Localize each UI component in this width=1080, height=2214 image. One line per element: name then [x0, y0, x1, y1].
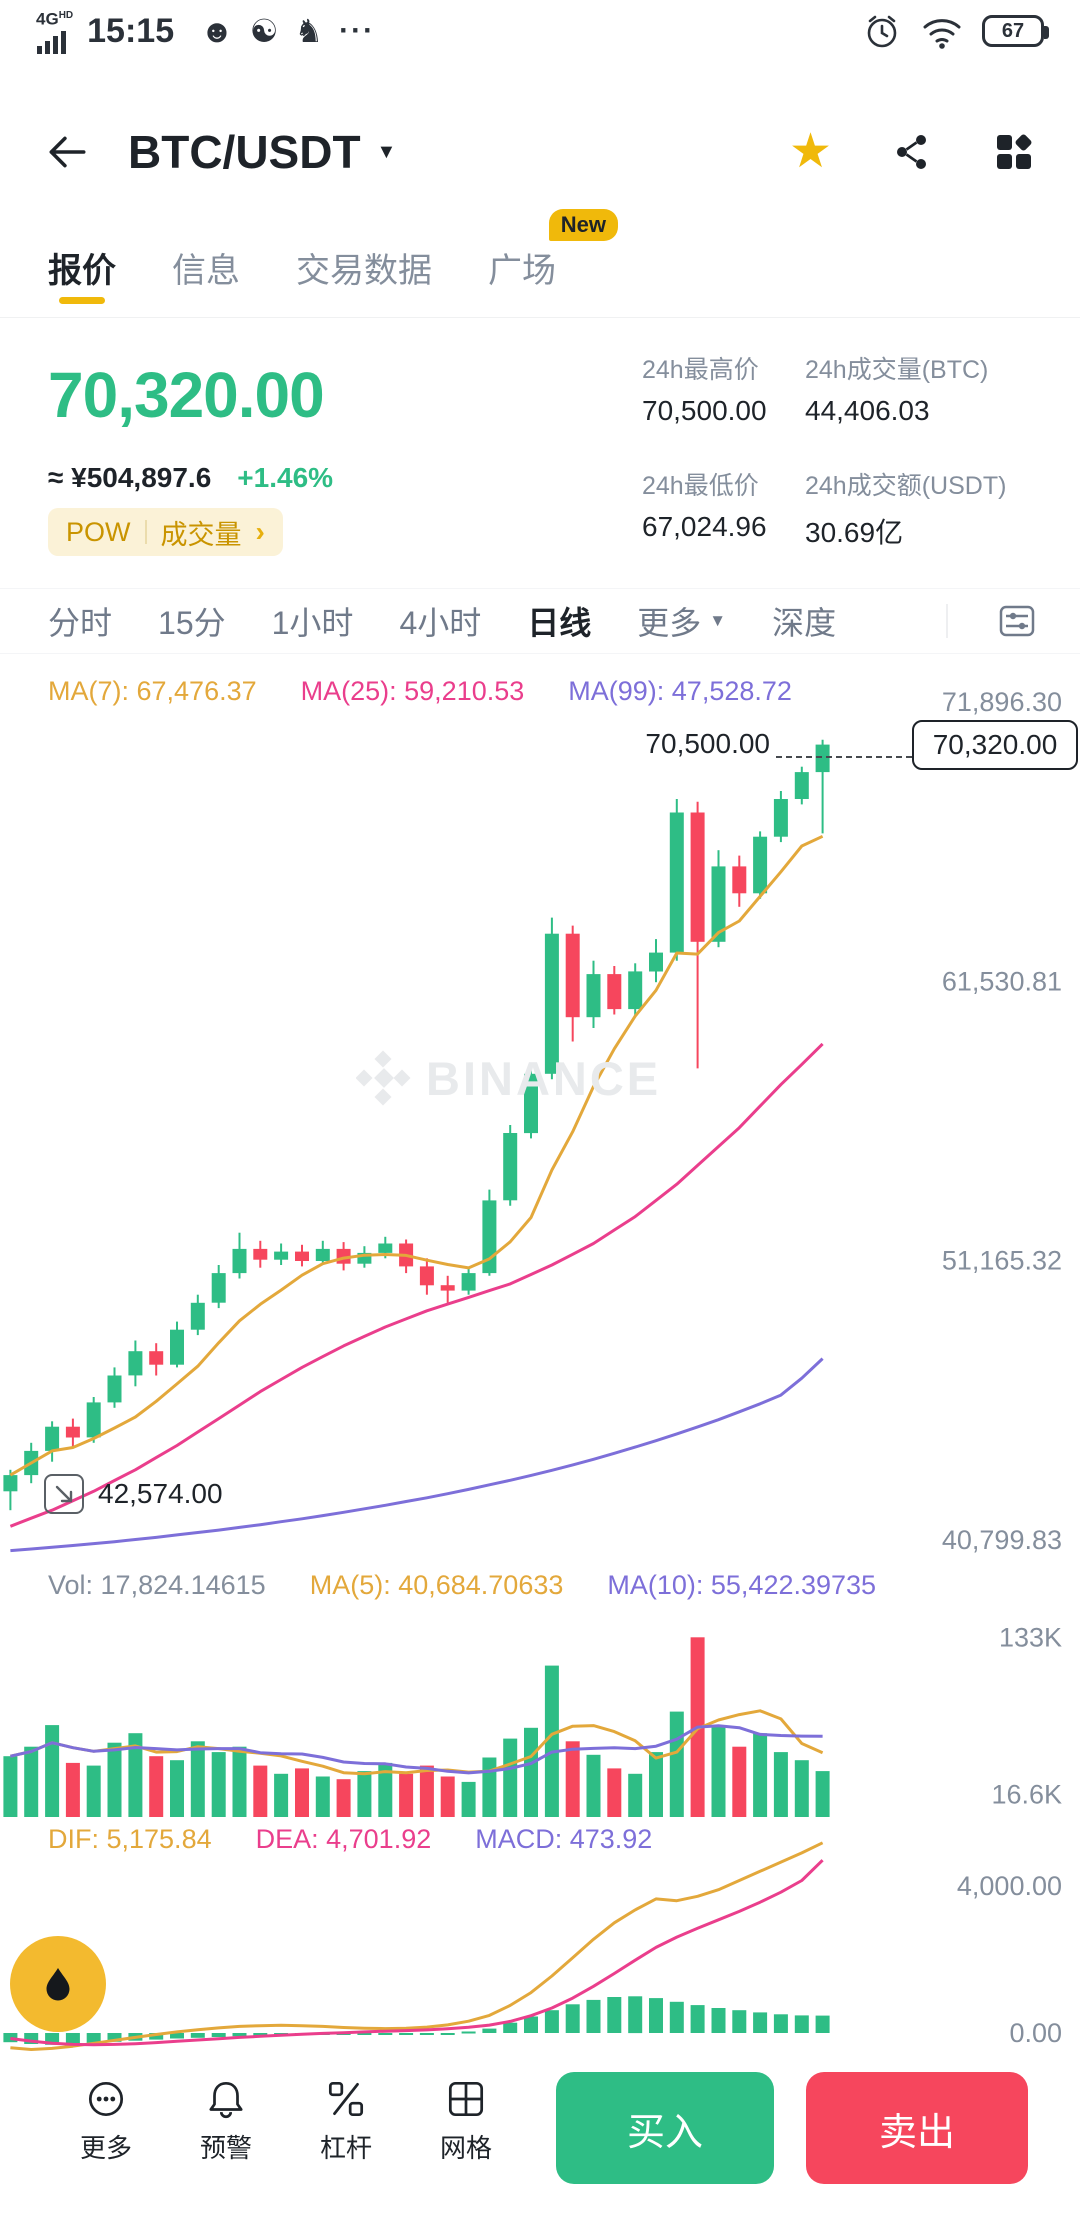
day-high-annotation: 70,500.00 [645, 728, 770, 759]
battery-indicator: 67 [982, 15, 1049, 47]
ma99-label: MA(99): 47,528.72 [568, 676, 792, 706]
svg-text:61,530.81: 61,530.81 [942, 966, 1062, 996]
dea-label: DEA: 4,701.92 [255, 1824, 432, 1854]
binance-watermark: BINANCE [356, 1050, 661, 1106]
price-sub-row: ≈ ¥504,897.6 +1.46% [48, 462, 333, 494]
chevron-down-icon: ▼ [709, 611, 727, 630]
notification-overflow-icon: ··· [339, 14, 376, 47]
droplet-fab[interactable] [10, 1936, 106, 2032]
sell-button[interactable]: 卖出 [806, 2072, 1028, 2184]
svg-text:40,799.83: 40,799.83 [942, 1525, 1062, 1555]
volume-tag-label: 成交量 [160, 519, 242, 550]
tf-minute[interactable]: 分时 [48, 605, 113, 641]
droplet-icon [46, 1968, 70, 2001]
signal-bars-icon [37, 30, 66, 54]
tf-1h[interactable]: 1小时 [271, 605, 354, 641]
ma7-label: MA(7): 67,476.37 [48, 676, 257, 706]
dif-label: DIF: 5,175.84 [48, 1824, 212, 1854]
macd-label: MACD: 473.92 [475, 1824, 653, 1854]
nav-alert[interactable]: 预警 [166, 2076, 286, 2165]
ma-indicator-labels: MA(7): 67,476.37 MA(25): 59,210.53 MA(99… [48, 676, 792, 707]
nav-more[interactable]: 更多 [46, 2076, 166, 2165]
ma25-label: MA(25): 59,210.53 [300, 676, 525, 706]
stat-24h-high: 24h最高价 70,500.00 [642, 356, 767, 426]
tab-quote[interactable]: 报价 [48, 243, 116, 292]
pair-selector[interactable]: BTC/USDT ▼ [128, 125, 396, 179]
pair-title: BTC/USDT [128, 126, 361, 178]
vol-ma5-label: MA(5): 40,684.70633 [309, 1570, 564, 1600]
bottom-action-bar: 更多 预警 杠杆 网格 买入 卖出 [0, 2062, 1080, 2214]
notification-app-icon-3: ♞ [294, 13, 324, 49]
vol-label: Vol: 17,824.14615 [48, 1570, 266, 1600]
grid-trading-icon [448, 2081, 484, 2117]
bell-icon [209, 2081, 243, 2119]
svg-text:71,896.30: 71,896.30 [942, 687, 1062, 717]
cellular-signal-icon: 4GHD [36, 8, 73, 54]
stat-24h-low: 24h最低价 67,024.96 [642, 472, 767, 542]
svg-text:0.00: 0.00 [1009, 2018, 1062, 2048]
notification-app-icon-1: ☻ [200, 13, 234, 49]
nav-leverage[interactable]: 杠杆 [286, 2076, 406, 2165]
buy-button[interactable]: 买入 [556, 2072, 774, 2184]
svg-text:4,000.00: 4,000.00 [957, 1871, 1062, 1901]
tf-depth[interactable]: 深度 [772, 605, 837, 641]
current-price-dashed-line [776, 756, 912, 758]
back-button[interactable] [44, 129, 90, 175]
tabs-divider [0, 317, 1080, 318]
watermark-text: BINANCE [426, 1051, 662, 1105]
tab-square[interactable]: 广场 New [488, 208, 618, 292]
stat-24h-volume-btc: 24h成交量(BTC) 44,406.03 [805, 356, 989, 426]
tf-15m[interactable]: 15分 [158, 605, 226, 641]
timeframe-row: 分时 15分 1小时 4小时 日线 更多 ▼ 深度 [0, 588, 1080, 654]
vol-ma10-label: MA(10): 55,422.39735 [607, 1570, 877, 1600]
markets-grid-icon[interactable] [992, 130, 1036, 174]
tf-more-label: 更多 [637, 605, 702, 641]
indicator-settings-icon[interactable] [994, 599, 1040, 643]
change-percent: +1.46% [237, 462, 334, 493]
alarm-clock-icon [867, 15, 897, 48]
back-arrow-icon [49, 136, 86, 168]
current-price-box: 70,320.00 [912, 720, 1078, 770]
svg-text:51,165.32: 51,165.32 [942, 1246, 1062, 1276]
svg-text:133K: 133K [999, 1622, 1062, 1652]
low-price-marker: 42,574.00 [44, 1474, 223, 1514]
header: BTC/USDT ▼ ★ [0, 106, 1080, 198]
tab-info[interactable]: 信息 [172, 251, 240, 290]
leverage-percent-icon [328, 2081, 364, 2117]
share-icon[interactable] [890, 130, 934, 174]
more-circle-icon [88, 2081, 124, 2117]
last-price: 70,320.00 [48, 359, 325, 431]
macd-indicator-labels: DIF: 5,175.84 DEA: 4,701.92 MACD: 473.92 [48, 1824, 652, 1855]
pair-dropdown-icon: ▼ [376, 140, 397, 163]
tag-divider [144, 520, 147, 544]
new-badge: New [548, 208, 618, 241]
svg-text:16.6K: 16.6K [991, 1780, 1062, 1810]
low-price-label: 42,574.00 [98, 1478, 223, 1509]
tf-more-dropdown[interactable]: 更多 ▼ [637, 598, 726, 644]
fiat-value: ≈ ¥504,897.6 [48, 462, 212, 493]
toolbar-divider [946, 604, 948, 638]
chevron-right-icon: › [255, 516, 265, 547]
page-tabs: 报价 信息 交易数据 广场 New [48, 208, 618, 302]
pow-label: POW [66, 516, 131, 547]
wifi-icon [923, 19, 961, 49]
tf-1d[interactable]: 日线 [527, 605, 592, 641]
status-bar: 4GHD 15:15 ☻ ☯ ♞ ··· 67 [0, 0, 1080, 62]
scale-reset-icon[interactable] [44, 1474, 84, 1514]
tab-square-label: 广场 [488, 251, 556, 290]
favorite-star-icon[interactable]: ★ [788, 125, 832, 178]
tf-4h[interactable]: 4小时 [399, 605, 482, 641]
tab-trading-data[interactable]: 交易数据 [296, 251, 432, 290]
volume-indicator-labels: Vol: 17,824.14615 MA(5): 40,684.70633 MA… [48, 1570, 876, 1601]
stat-24h-turnover-usdt: 24h成交额(USDT) 30.69亿 [805, 472, 1007, 548]
pow-volume-tag[interactable]: POW 成交量 › [48, 508, 283, 556]
candlestick-chart[interactable]: 71,896.30 61,530.81 51,165.32 40,799.83 133K… [0, 663, 1080, 2060]
nav-grid[interactable]: 网格 [406, 2076, 526, 2165]
notification-app-icon-2: ☯ [249, 13, 279, 49]
binance-logo-icon [356, 1050, 411, 1106]
status-time: 15:15 [87, 11, 175, 50]
